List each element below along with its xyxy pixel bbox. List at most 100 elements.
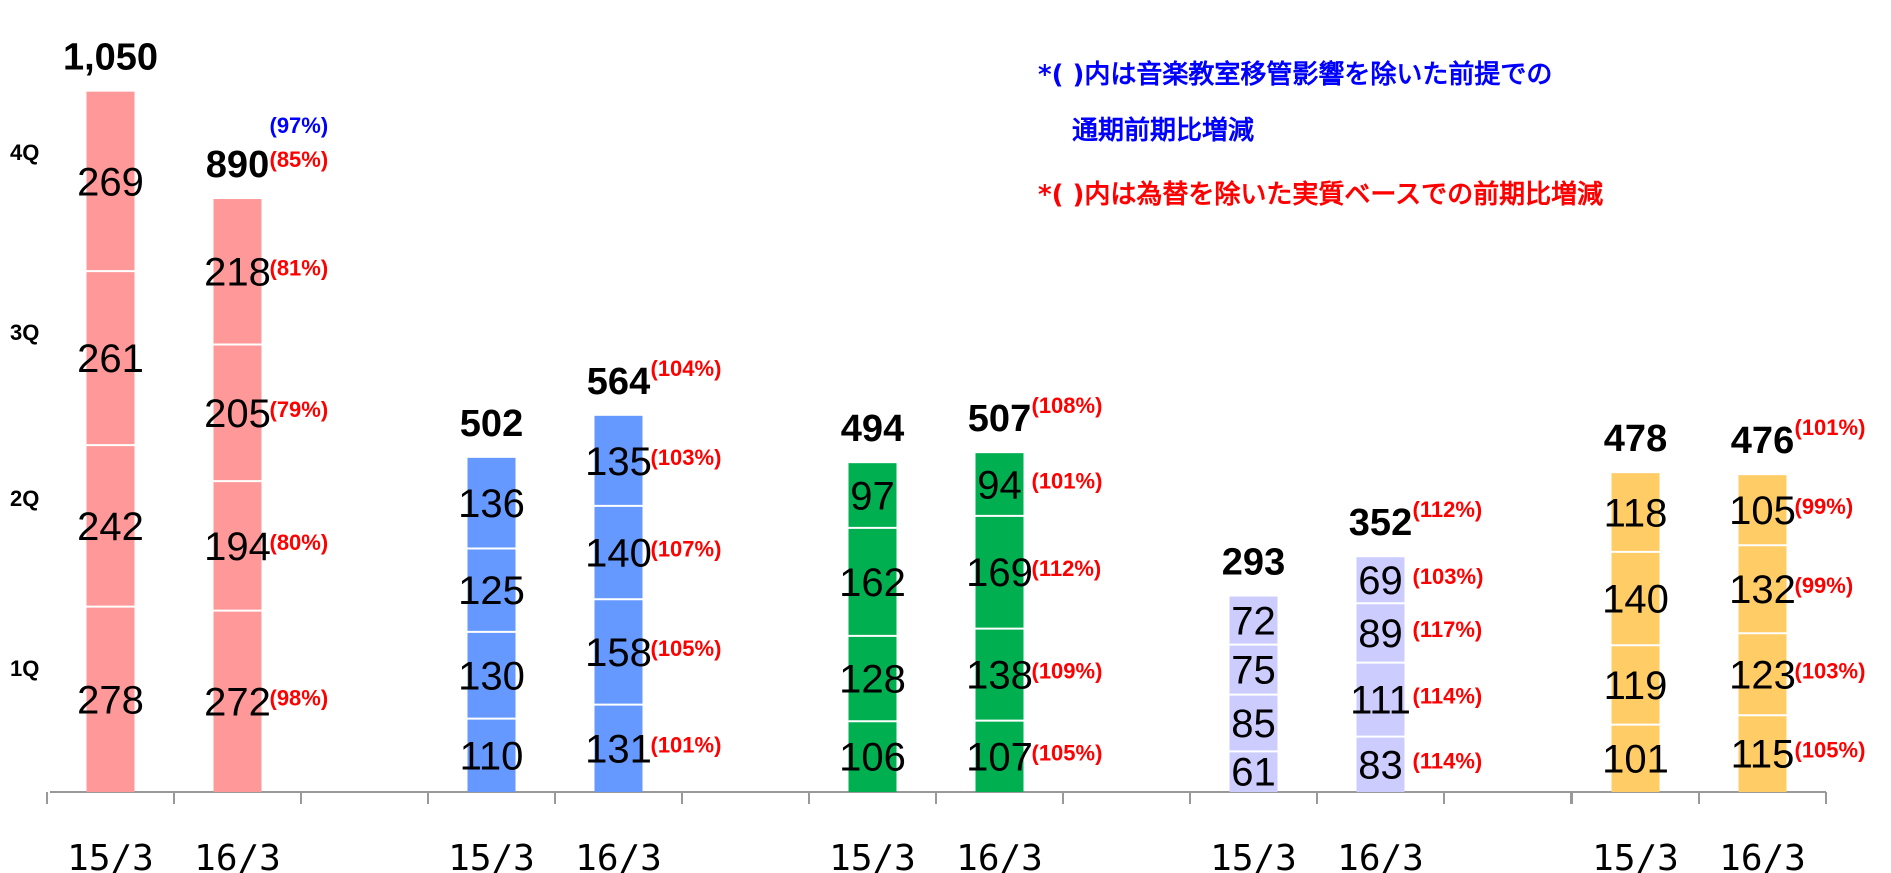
bar-segment bbox=[1229, 694, 1278, 752]
quarter-label-1q: 1Q bbox=[10, 656, 39, 681]
bar-segment bbox=[594, 505, 643, 600]
segment-pct-label: (101%) bbox=[1032, 469, 1103, 494]
segment-value-label: 169 bbox=[966, 551, 1033, 595]
bar-segment bbox=[213, 481, 262, 611]
bar-segment bbox=[848, 635, 897, 722]
bar-segment bbox=[213, 610, 262, 792]
segment-pct-label: (99%) bbox=[1795, 573, 1854, 598]
total-label: 478 bbox=[1604, 418, 1667, 460]
segment-value-label: 72 bbox=[1231, 600, 1276, 644]
x-tick-label: 16/3 bbox=[194, 838, 281, 873]
segment-value-label: 194 bbox=[204, 525, 271, 569]
bar-segment bbox=[467, 548, 516, 632]
segment-pct-label: (117%) bbox=[1413, 617, 1483, 642]
segment-pct-label: (105%) bbox=[1795, 738, 1866, 763]
bar-segment bbox=[1356, 736, 1405, 792]
total-label: 1,050 bbox=[63, 37, 158, 79]
segment-value-label: 132 bbox=[1729, 568, 1796, 612]
segment-value-label: 128 bbox=[839, 658, 906, 702]
segment-value-label: 110 bbox=[460, 734, 524, 778]
segment-pct-label: (80%) bbox=[270, 530, 329, 555]
segment-value-label: 131 bbox=[585, 727, 652, 771]
x-tick-label: 15/3 bbox=[829, 838, 916, 873]
segment-value-label: 130 bbox=[458, 654, 525, 698]
segment-value-label: 69 bbox=[1358, 559, 1403, 603]
bar-segment bbox=[86, 91, 135, 272]
bar-segment bbox=[1738, 545, 1787, 634]
note-line-1: *( )内は音楽教室移管影響を除いた前提での bbox=[1038, 60, 1553, 90]
total-label: 564 bbox=[587, 361, 650, 403]
segment-pct-label: (105%) bbox=[651, 636, 722, 661]
segment-value-label: 272 bbox=[204, 680, 271, 724]
segment-value-label: 111 bbox=[1350, 679, 1411, 723]
total-label: 494 bbox=[841, 408, 904, 450]
segment-value-label: 158 bbox=[585, 631, 652, 675]
x-tick-label: 15/3 bbox=[1210, 838, 1297, 873]
bar-segment bbox=[975, 720, 1024, 792]
total-pct-label-alt: (85%) bbox=[270, 147, 329, 172]
segment-value-label: 138 bbox=[966, 654, 1033, 698]
bar-segment bbox=[848, 721, 897, 792]
bar-segment bbox=[86, 606, 135, 792]
bar-segment bbox=[213, 199, 262, 345]
bar-segment bbox=[1611, 645, 1660, 725]
bar-segment bbox=[1356, 662, 1405, 737]
x-tick-label: 16/3 bbox=[1337, 838, 1424, 873]
quarter-label-4q: 4Q bbox=[10, 140, 39, 165]
bar-segment bbox=[1356, 603, 1405, 663]
total-label: 890 bbox=[206, 144, 269, 186]
segment-value-label: 97 bbox=[850, 475, 895, 519]
segment-value-label: 61 bbox=[1231, 751, 1276, 795]
segment-value-label: 118 bbox=[1604, 492, 1668, 536]
note-line-2: 通期前期比増減 bbox=[1072, 116, 1255, 146]
bar-segment bbox=[975, 628, 1024, 721]
total-pct-label: (97%) bbox=[270, 113, 329, 138]
segment-value-label: 123 bbox=[1729, 653, 1796, 697]
bar-segment bbox=[467, 718, 516, 792]
bar-segment bbox=[594, 415, 643, 506]
segment-value-label: 269 bbox=[77, 160, 144, 204]
bar-segment bbox=[1738, 715, 1787, 792]
total-label: 293 bbox=[1222, 542, 1285, 584]
total-label: 507 bbox=[968, 398, 1031, 440]
segment-value-label: 119 bbox=[1604, 664, 1668, 708]
bar-segment bbox=[1611, 551, 1660, 646]
bar-segment bbox=[86, 445, 135, 607]
segment-pct-label: (107%) bbox=[651, 537, 722, 562]
segment-value-label: 85 bbox=[1231, 702, 1276, 746]
segment-pct-label: (105%) bbox=[1032, 740, 1103, 765]
quarter-label-2q: 2Q bbox=[10, 486, 39, 511]
bar-segment bbox=[848, 527, 897, 636]
segment-value-label: 135 bbox=[585, 440, 652, 484]
bar-segment bbox=[467, 457, 516, 549]
segment-value-label: 83 bbox=[1358, 743, 1403, 787]
segment-value-label: 278 bbox=[77, 678, 144, 722]
bar-segment bbox=[86, 271, 135, 446]
bar-segment bbox=[1229, 644, 1278, 695]
bar-segment bbox=[1611, 724, 1660, 792]
segment-pct-label: (114%) bbox=[1413, 748, 1483, 773]
total-label: 476 bbox=[1731, 420, 1794, 462]
segment-value-label: 115 bbox=[1731, 733, 1795, 777]
segment-value-label: 140 bbox=[585, 532, 652, 576]
x-tick-label: 16/3 bbox=[575, 838, 662, 873]
x-tick-label: 15/3 bbox=[67, 838, 154, 873]
bar-segment bbox=[975, 453, 1024, 516]
bar-segment bbox=[1356, 557, 1405, 604]
segment-value-label: 125 bbox=[458, 569, 525, 613]
total-pct-label: (101%) bbox=[1795, 415, 1866, 440]
segment-value-label: 140 bbox=[1602, 578, 1669, 622]
segment-value-label: 261 bbox=[77, 337, 144, 381]
segment-pct-label: (112%) bbox=[1032, 556, 1102, 581]
segment-value-label: 101 bbox=[1602, 737, 1669, 781]
segment-value-label: 136 bbox=[458, 482, 525, 526]
bar-segment bbox=[594, 599, 643, 705]
segment-value-label: 107 bbox=[966, 735, 1033, 779]
bar-segment bbox=[467, 631, 516, 719]
segment-pct-label: (103%) bbox=[1795, 658, 1866, 683]
total-pct-label: (112%) bbox=[1413, 497, 1483, 522]
x-tick-label: 15/3 bbox=[1592, 838, 1679, 873]
segment-pct-label: (98%) bbox=[270, 685, 329, 710]
segment-value-label: 105 bbox=[1729, 489, 1796, 533]
bar-segment bbox=[848, 463, 897, 528]
